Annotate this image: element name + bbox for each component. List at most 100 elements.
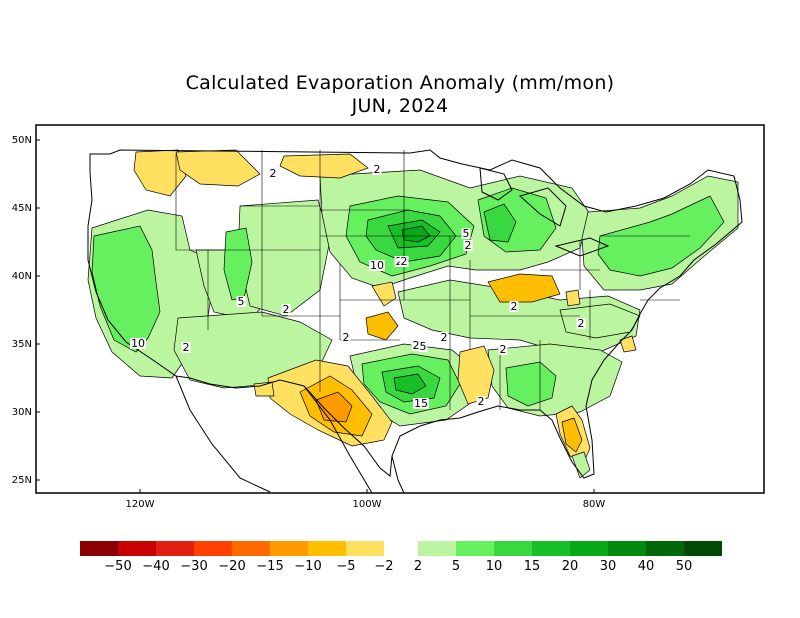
contour-label-bg — [369, 260, 385, 271]
colorbar-swatch-positive — [570, 541, 608, 556]
anomaly-region-florida-dry — [561, 417, 583, 453]
chart-title: Calculated Evaporation Anomaly (mm/mon) — [185, 72, 615, 94]
colorbar: −50 −40 −30 −20 −15 −10 −5 −2 2 5 10 15 20 30 40 50 — [80, 541, 722, 574]
colorbar-swatch-negative — [308, 541, 346, 556]
contour-label-bg — [509, 301, 519, 312]
colorbar-label-positive: 5 — [452, 559, 460, 574]
contour-label: 2 — [183, 341, 190, 354]
colorbar-swatch-negative — [346, 541, 384, 556]
latitude-axis: 50N 45N 40N 35N 30N 25N — [12, 135, 40, 486]
contour-label: 2 — [343, 331, 350, 344]
contour-label-bg — [476, 396, 486, 407]
anomaly-region-mississippi-negative — [457, 345, 495, 405]
contour-label-bg — [181, 342, 191, 353]
colorbar-swatch-positive — [608, 541, 646, 556]
contour-label: 2 — [441, 331, 448, 344]
colorbar-label-negative: −15 — [256, 559, 283, 574]
colorbar-label-positive: 50 — [676, 559, 693, 574]
anomaly-region-north-idaho-negative — [133, 149, 187, 197]
contour-label-bg — [461, 228, 471, 239]
contour-label: 2 — [413, 339, 420, 352]
map-frame — [35, 124, 765, 494]
contour-label-bg — [341, 332, 351, 343]
chart-subtitle-month: JUN, 2024 — [351, 95, 449, 117]
contour-label-bg — [281, 304, 291, 315]
colorbar-label-positive: 2 — [414, 559, 422, 574]
lon-label: 100W — [353, 499, 382, 510]
contour-label: 5 — [420, 340, 427, 353]
contour-label: 2 — [401, 255, 408, 268]
lat-label: 45N — [12, 203, 32, 214]
contour-label-bg — [411, 340, 421, 351]
contour-label-bg — [463, 240, 473, 251]
anomaly-region-rockies-positive — [237, 199, 331, 317]
state-borders — [175, 150, 690, 410]
great-lakes-outline — [479, 167, 610, 257]
contour-label: 2 — [270, 167, 277, 180]
anomaly-region-texas-core — [315, 391, 353, 423]
contour-label-bg — [413, 398, 429, 409]
colorbar-label-positive: 40 — [638, 559, 655, 574]
contour-label-bg — [372, 164, 382, 175]
colorbar-label-negative: −10 — [294, 559, 321, 574]
colorbar-swatch-positive — [456, 541, 494, 556]
colorbar-label-negative: −2 — [374, 559, 393, 574]
contour-label-bg — [236, 296, 246, 307]
anomaly-fields — [87, 149, 739, 479]
contour-label-bg — [418, 341, 428, 352]
anomaly-region-kentucky-negative — [565, 289, 581, 307]
colorbar-swatch-negative — [232, 541, 270, 556]
anomaly-region-ohio-valley-negative — [487, 273, 561, 303]
colorbar-swatch-negative — [270, 541, 308, 556]
contour-label-bg — [394, 256, 404, 267]
anomaly-region-kansas-negative — [371, 281, 397, 307]
contour-label: 2 — [511, 300, 518, 313]
contour-label: 15 — [414, 397, 428, 410]
contour-labels: 225210252210222521522225 — [130, 163, 586, 410]
colorbar-swatch-positive — [418, 541, 456, 556]
contour-label-bg — [576, 318, 586, 329]
contour-label: 10 — [370, 259, 384, 272]
longitude-axis: 120W 100W 80W — [126, 489, 606, 510]
contour-label-bg — [399, 256, 409, 267]
colorbar-swatch-positive — [494, 541, 532, 556]
anomaly-region-montana-negative — [175, 149, 261, 187]
contour-label: 2 — [578, 317, 585, 330]
colorbar-swatch-negative — [194, 541, 232, 556]
us-outline — [87, 149, 743, 479]
contour-label-bg — [498, 344, 508, 355]
lat-label: 50N — [12, 135, 32, 146]
anomaly-region-dakota-negative — [279, 153, 369, 179]
colorbar-label-negative: −20 — [218, 559, 245, 574]
anomaly-region-arizona-negative — [253, 381, 275, 397]
colorbar-label-positive: 20 — [562, 559, 579, 574]
contour-label: 5 — [463, 227, 470, 240]
anomaly-region-georgia-coast-negative — [619, 335, 637, 353]
anomaly-region-california-moderate — [91, 225, 161, 353]
lat-label: 35N — [12, 339, 32, 350]
contour-label: 2 — [283, 303, 290, 316]
colorbar-label-negative: −5 — [336, 559, 355, 574]
lon-label: 80W — [583, 499, 606, 510]
colorbar-label-negative: −40 — [142, 559, 169, 574]
colorbar-swatch-negative — [156, 541, 194, 556]
colorbar-label-positive: 15 — [524, 559, 541, 574]
colorbar-swatch-positive — [684, 541, 722, 556]
coastline-and-borders — [87, 149, 743, 494]
mexico-border-coast — [175, 375, 405, 494]
contour-label: 2 — [396, 255, 403, 268]
lon-label: 120W — [126, 499, 155, 510]
contour-label-bg — [268, 168, 278, 179]
lat-label: 40N — [12, 271, 32, 282]
contour-label: 2 — [465, 239, 472, 252]
contour-label: 10 — [131, 337, 145, 350]
colorbar-swatch-positive — [646, 541, 684, 556]
contour-label: 2 — [374, 163, 381, 176]
colorbar-label-negative: −30 — [180, 559, 207, 574]
lat-label: 30N — [12, 407, 32, 418]
colorbar-label-positive: 30 — [600, 559, 617, 574]
contour-label: 2 — [478, 395, 485, 408]
anomaly-region-oklahoma-negative — [365, 311, 399, 341]
anomaly-region-michigan-strong — [483, 203, 517, 243]
anomaly-region-south-florida-positive — [571, 451, 591, 479]
